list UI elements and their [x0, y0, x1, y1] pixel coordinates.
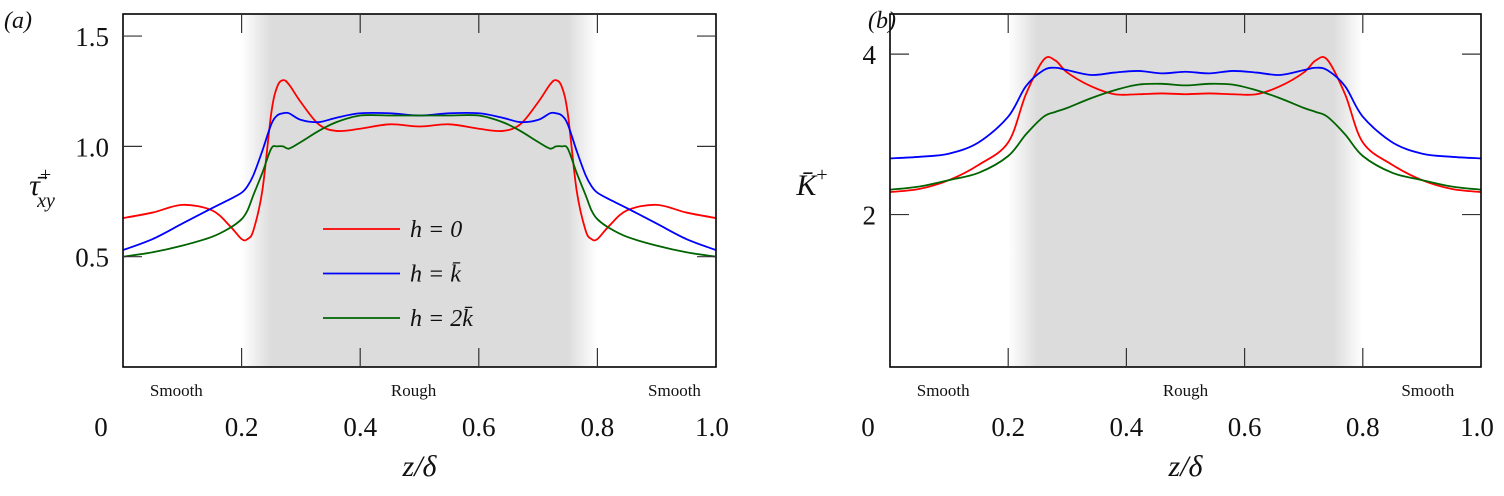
y-axis-label-main: K̄ — [795, 169, 818, 202]
y-axis-label: τ̄+ xy — [29, 164, 55, 212]
region-label: Smooth — [917, 381, 970, 400]
x-tick-label: 0 — [861, 412, 875, 442]
region-label: Smooth — [1401, 381, 1454, 400]
y-tick-label: 0.5 — [75, 243, 109, 273]
x-tick-label: 0.2 — [991, 412, 1025, 442]
plot-frame — [122, 13, 717, 368]
x-tick-label: 0.4 — [343, 412, 377, 442]
x-tick-label: 0.6 — [1228, 412, 1262, 442]
x-tick-label: 0.2 — [225, 412, 259, 442]
series-line-2 — [122, 114, 717, 258]
x-tick-label: 0.8 — [1346, 412, 1380, 442]
panel-label: (b) — [868, 8, 896, 34]
x-tick-label: 1.0 — [695, 412, 729, 442]
x-tick-label: 1.0 — [1460, 412, 1494, 442]
rough-region-shading — [241, 14, 598, 367]
region-label: Rough — [391, 381, 437, 400]
y-axis-label-sup: + — [816, 164, 827, 186]
series-line-0 — [889, 56, 1482, 193]
panel-a: 0 0.2 0.4 0.6 0.8 1.0 0.5 1.0 1.5 Smooth Rough Smoo… — [4, 8, 729, 483]
y-axis-label: K̄+ — [795, 164, 827, 202]
x-axis-label: z/δ — [1168, 450, 1204, 483]
panel-b: 0 0.2 0.4 0.6 0.8 1.0 2 4 Smooth Rough Smooth z/δ (b… — [795, 8, 1494, 483]
legend: h = 0 h = k̄ h = 2k̄ — [323, 217, 473, 332]
region-label: Smooth — [648, 381, 701, 400]
legend-entry: h = 0 — [410, 217, 462, 243]
x-tick-label: 0.6 — [462, 412, 496, 442]
x-tick-label: 0 — [94, 412, 108, 442]
y-tick-label: 1.5 — [75, 22, 109, 52]
y-tick-label: 2 — [863, 201, 877, 231]
x-tick-label: 0.4 — [1110, 412, 1144, 442]
region-label: Rough — [1163, 381, 1209, 400]
region-label: Smooth — [150, 381, 203, 400]
series-line-2 — [889, 82, 1482, 191]
x-axis-label: z/δ — [402, 450, 438, 483]
legend-entry: h = 2k̄ — [410, 306, 473, 332]
x-tick-label: 0.8 — [581, 412, 615, 442]
legend-entry: h = k̄ — [410, 262, 461, 288]
y-axis-label-sub: xy — [36, 190, 55, 212]
y-tick-label: 1.0 — [75, 132, 109, 162]
plot-frame — [889, 13, 1482, 368]
y-axis-label-sup: + — [40, 164, 51, 186]
y-tick-label: 4 — [863, 40, 877, 70]
series-line-1 — [889, 66, 1482, 160]
panel-label: (a) — [4, 8, 32, 34]
series-line-0 — [122, 79, 717, 242]
